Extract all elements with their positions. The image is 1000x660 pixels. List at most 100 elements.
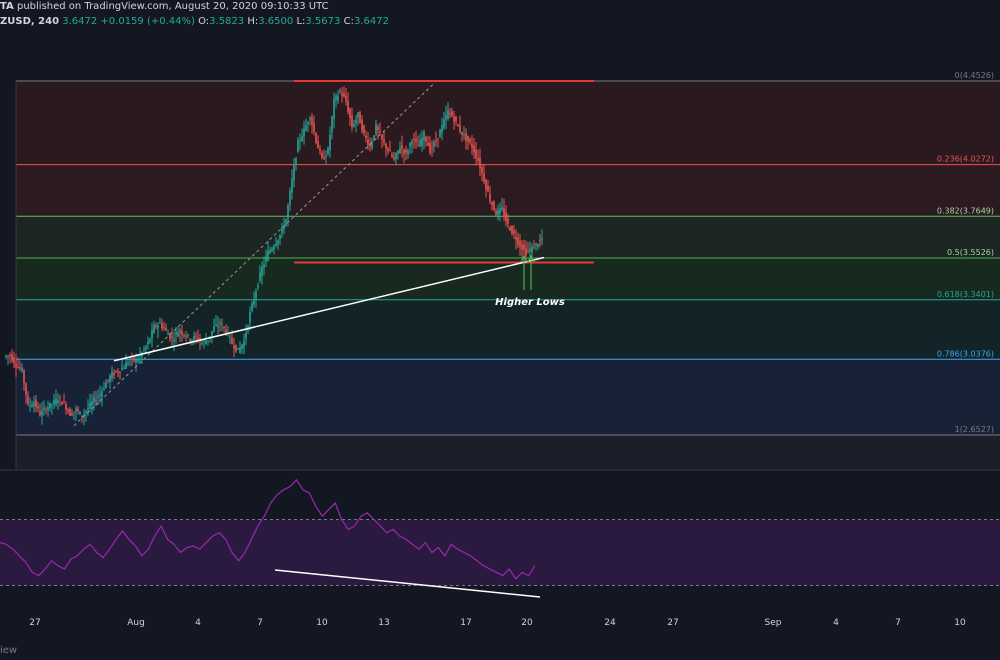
- fib-anchor-line: [73, 83, 435, 427]
- candle: [463, 126, 465, 141]
- candle: [123, 364, 125, 370]
- candle: [399, 141, 401, 155]
- candle: [261, 261, 263, 285]
- candle: [377, 124, 379, 140]
- candle: [181, 324, 183, 342]
- candle: [183, 333, 185, 339]
- candle: [371, 137, 373, 151]
- candle: [325, 150, 327, 164]
- candle: [29, 397, 31, 412]
- candle: [37, 401, 39, 413]
- candle: [81, 415, 83, 423]
- candle: [313, 115, 315, 136]
- candle: [533, 240, 535, 249]
- candle: [285, 218, 287, 228]
- rsi-divergence-line: [274, 569, 541, 598]
- x-tick-label: 13: [378, 618, 389, 628]
- candle: [221, 318, 223, 332]
- candle: [245, 324, 247, 346]
- candle: [125, 354, 127, 370]
- candle: [43, 400, 45, 416]
- close-value: 3.6472: [353, 16, 389, 27]
- candle: [25, 382, 27, 405]
- fib-zone-6: [16, 435, 1000, 470]
- candle: [351, 107, 353, 132]
- candle: [41, 401, 43, 425]
- candle: [491, 200, 493, 211]
- candle: [177, 326, 179, 338]
- candle: [521, 240, 523, 258]
- candle: [291, 169, 293, 200]
- candle: [321, 150, 323, 160]
- fibonacci-retracement: 0(4.4526) 0.236(4.0272) 0.382(3.7649) 0.5(3…: [0, 71, 1000, 471]
- candle: [219, 318, 221, 332]
- candle: [145, 344, 147, 354]
- candle: [367, 132, 369, 151]
- candle: [137, 355, 139, 364]
- candle: [119, 371, 121, 380]
- candle: [149, 337, 151, 344]
- x-tick-label: 4: [195, 618, 201, 628]
- candle: [163, 321, 165, 331]
- candle: [337, 89, 339, 105]
- candle: [85, 409, 87, 422]
- candle: [433, 139, 435, 153]
- publish-line: TA published on TradingView.com, August …: [0, 1, 329, 12]
- symbol: ZUSD, 240: [0, 16, 60, 27]
- candle: [233, 337, 235, 358]
- candle: [249, 306, 251, 331]
- candle: [31, 400, 33, 408]
- candle: [281, 223, 283, 238]
- candle: [95, 390, 97, 407]
- candle: [13, 351, 15, 369]
- candle: [481, 163, 483, 182]
- candle: [189, 338, 191, 345]
- candle: [293, 158, 295, 188]
- ohlc-line: ZUSD, 240 3.6472 +0.0159 (+0.44%) O:3.58…: [0, 16, 389, 27]
- candle: [113, 369, 115, 380]
- candle: [129, 356, 131, 367]
- candle: [335, 93, 337, 108]
- candle: [295, 156, 297, 171]
- candle: [83, 408, 85, 426]
- candle: [103, 381, 105, 392]
- candle: [307, 120, 309, 133]
- fib-label-3: 0.5(3.5526): [947, 248, 994, 257]
- candle: [59, 394, 61, 407]
- candle: [89, 393, 91, 413]
- candle: [427, 135, 429, 147]
- candle: [121, 358, 123, 371]
- candle: [193, 331, 195, 345]
- candle: [273, 244, 275, 255]
- candle: [107, 379, 109, 384]
- candle: [425, 135, 427, 147]
- fib-zone-3: [16, 258, 1000, 300]
- candle: [341, 87, 343, 103]
- candle: [479, 148, 481, 177]
- fib-label-2: 0.382(3.7649): [937, 206, 994, 215]
- candle: [361, 115, 363, 134]
- candle: [439, 128, 441, 138]
- candle: [5, 354, 7, 360]
- x-tick-label: 10: [316, 618, 328, 628]
- candle: [393, 151, 395, 162]
- higher-low-arrow: [527, 254, 535, 290]
- candle: [501, 197, 503, 212]
- higher-lows-trendline: [113, 256, 545, 362]
- candle: [271, 246, 273, 253]
- candle: [537, 243, 539, 250]
- high-value: 3.6500: [258, 16, 294, 27]
- candle: [375, 119, 377, 137]
- candle: [71, 409, 73, 417]
- price-change: +0.0159 (+0.44%): [100, 16, 195, 27]
- candle: [303, 120, 305, 145]
- candle: [277, 239, 279, 250]
- candle: [309, 115, 311, 126]
- candle: [401, 135, 403, 158]
- candle: [471, 135, 473, 155]
- rsi-line: [0, 478, 536, 580]
- candle: [389, 140, 391, 152]
- candle: [517, 232, 519, 249]
- candle: [185, 330, 187, 342]
